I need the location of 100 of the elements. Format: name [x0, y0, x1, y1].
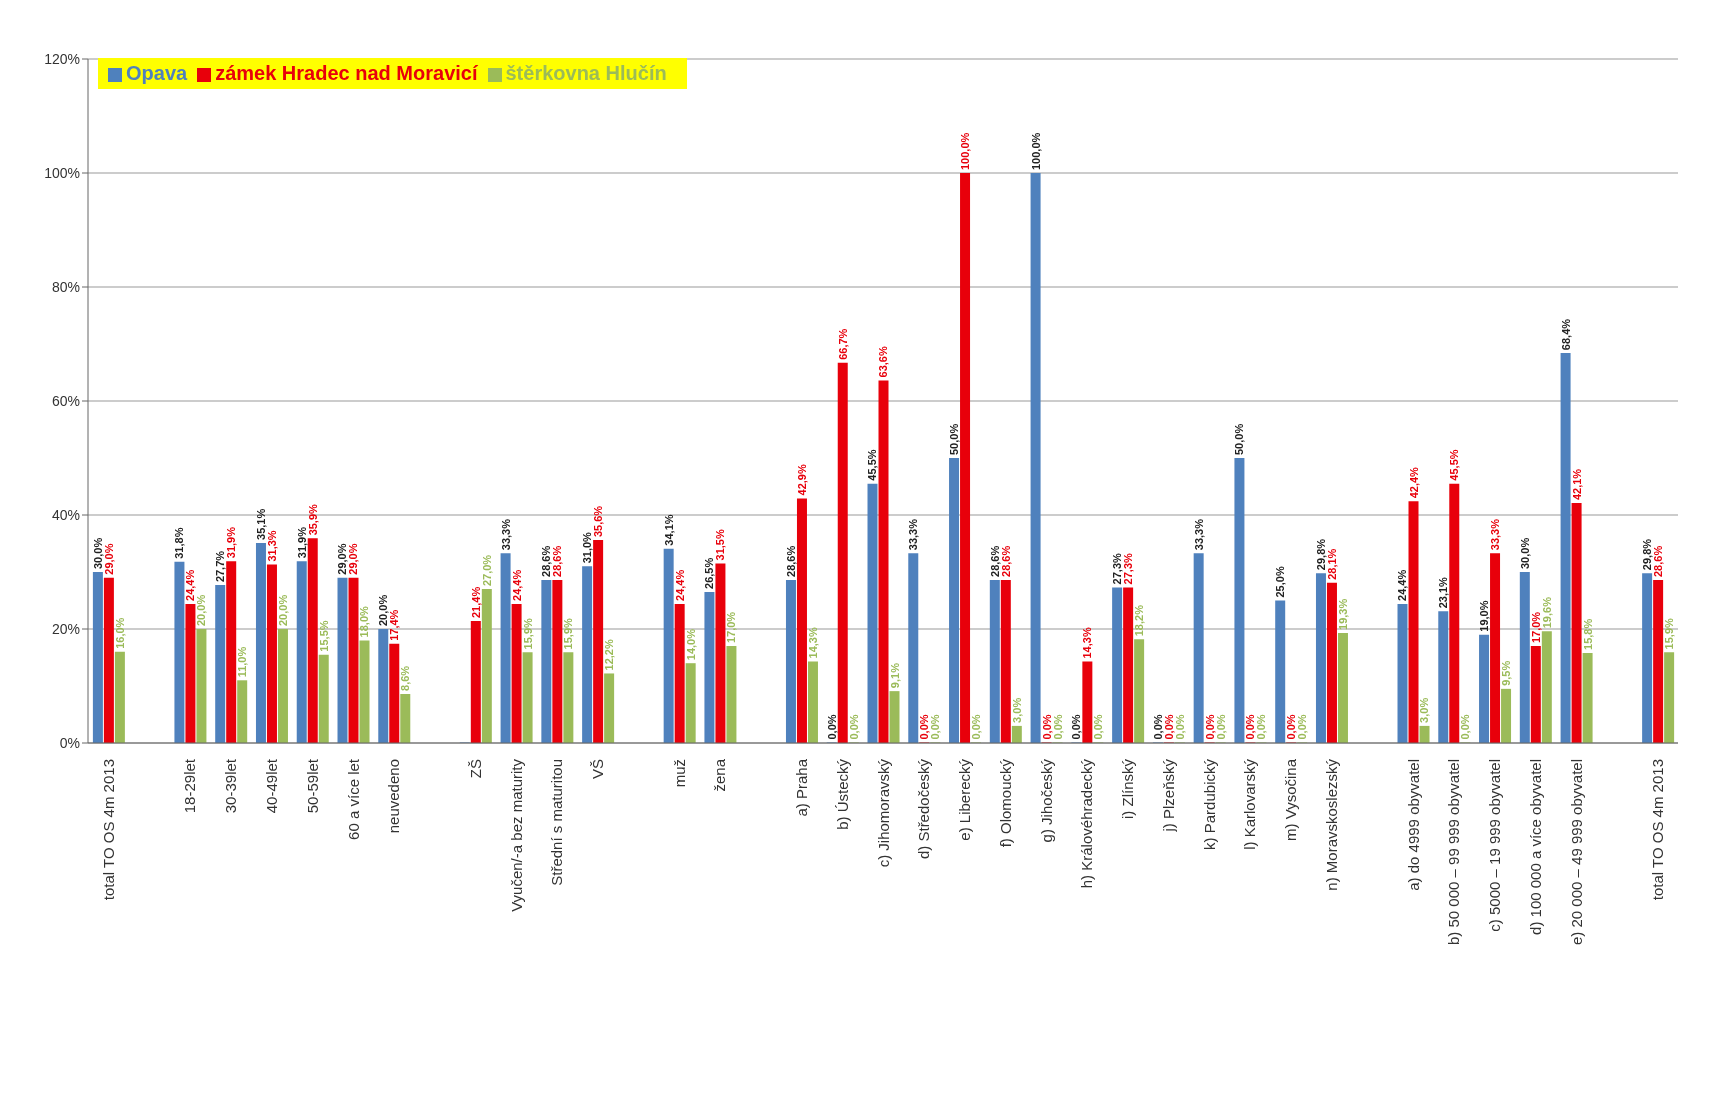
- data-label: 27,7%: [214, 550, 227, 583]
- data-label: 3,0%: [1010, 697, 1023, 723]
- data-label: 0,0%: [1203, 714, 1216, 740]
- x-tick-label: h) Královéhradecký: [1078, 758, 1096, 889]
- data-label: 0,0%: [918, 714, 931, 740]
- data-label: 29,8%: [1641, 538, 1654, 571]
- data-label: 16,0%: [113, 617, 126, 649]
- data-label: 0,0%: [1296, 714, 1309, 740]
- data-label: 31,9%: [225, 526, 238, 559]
- data-label: 50,0%: [948, 423, 961, 455]
- data-label: 31,5%: [714, 529, 727, 561]
- data-label: 19,6%: [1540, 596, 1553, 629]
- data-label: 42,9%: [795, 464, 808, 496]
- data-label: 42,4%: [1407, 466, 1420, 499]
- data-label: 24,4%: [673, 569, 686, 601]
- data-label: 14,3%: [806, 627, 819, 659]
- legend-label: zámek Hradec nad Moravicí: [215, 62, 478, 84]
- x-tick-label: d) 100 000 a více obyvatel: [1526, 759, 1544, 935]
- data-label: 42,1%: [1570, 468, 1583, 501]
- y-tick-label: 100%: [44, 164, 80, 181]
- data-label: 0,0%: [1244, 714, 1257, 740]
- data-label: 35,1%: [254, 508, 267, 540]
- x-tick-label: l) Karlovarský: [1241, 758, 1259, 850]
- data-label: 8,6%: [399, 665, 412, 691]
- data-label: 33,3%: [1489, 518, 1502, 551]
- x-tick-label: g) Jihočeský: [1037, 758, 1055, 843]
- data-label: 0,0%: [1151, 714, 1164, 740]
- data-label: 34,1%: [662, 514, 675, 546]
- data-label: 0,0%: [847, 714, 860, 740]
- data-label: 35,9%: [306, 503, 319, 536]
- y-tick-label: 80%: [51, 278, 80, 295]
- data-label: 25,0%: [1274, 566, 1287, 598]
- data-label: 20,0%: [195, 594, 208, 626]
- x-tick-label: d) Středočeský: [915, 758, 933, 860]
- x-tick-label: 60 a více let: [344, 758, 362, 840]
- data-label: 24,4%: [510, 569, 523, 601]
- data-label: 28,6%: [551, 545, 564, 577]
- data-label: 18,0%: [358, 605, 371, 638]
- data-label: 14,3%: [1081, 627, 1094, 659]
- data-label: 19,0%: [1478, 600, 1491, 632]
- x-tick-label: žena: [711, 758, 729, 792]
- data-label: 31,0%: [581, 531, 594, 564]
- data-label: 27,0%: [480, 554, 493, 587]
- data-label: 17,0%: [725, 611, 738, 644]
- data-label: 18,2%: [1133, 604, 1146, 637]
- data-label: 0,0%: [1092, 714, 1105, 740]
- data-label: 30,0%: [1518, 537, 1531, 569]
- x-tick-label: c) 5000 – 19 999 obyvatel: [1486, 759, 1504, 932]
- data-label: 24,4%: [1396, 569, 1409, 601]
- data-label: 0,0%: [1285, 714, 1298, 740]
- x-tick-label: total TO OS 4m 2013: [99, 759, 117, 901]
- data-label: 63,6%: [877, 346, 890, 378]
- data-label: 29,0%: [336, 543, 349, 575]
- x-tick-label: neuvedeno: [385, 759, 403, 834]
- data-label: 0,0%: [1162, 714, 1175, 740]
- data-label: 9,5%: [1500, 660, 1513, 686]
- data-label: 29,8%: [1314, 538, 1327, 571]
- x-tick-label: total TO OS 4m 2013: [1649, 759, 1667, 901]
- data-label: 23,1%: [1437, 576, 1450, 609]
- x-tick-label: 30-39let: [222, 758, 240, 814]
- data-label: 0,0%: [1040, 714, 1053, 740]
- data-label: 31,9%: [295, 526, 308, 559]
- x-tick-label: Vyučen/-a bez maturity: [507, 758, 525, 912]
- x-tick-label: muž: [670, 759, 688, 788]
- data-label: 31,3%: [265, 530, 278, 562]
- x-tick-label: b) 50 000 – 99 999 obyvatel: [1445, 759, 1463, 945]
- data-label: 20,0%: [276, 594, 289, 626]
- data-label: 0,0%: [1459, 714, 1472, 740]
- data-label: 14,0%: [684, 628, 697, 661]
- data-label: 15,8%: [1581, 618, 1594, 650]
- x-tick-label: e) 20 000 – 49 999 obyvatel: [1567, 759, 1585, 945]
- data-label: 0,0%: [1070, 714, 1083, 740]
- data-label: 11,0%: [236, 646, 249, 678]
- data-label: 28,6%: [988, 545, 1001, 577]
- y-tick-label: 0%: [59, 734, 80, 751]
- data-label: 12,2%: [603, 639, 616, 671]
- data-label: 29,0%: [347, 543, 360, 575]
- data-label: 30,0%: [91, 537, 104, 569]
- x-tick-label: c) Jihomoravský: [874, 758, 892, 868]
- x-tick-label: e) Liberecký: [956, 758, 974, 841]
- data-label: 24,4%: [184, 569, 197, 601]
- data-label: 33,3%: [907, 518, 920, 551]
- data-label: 0,0%: [1255, 714, 1268, 740]
- x-tick-label: a) Praha: [792, 758, 810, 817]
- x-tick-label: 40-49let: [262, 758, 280, 814]
- data-label: 33,3%: [499, 518, 512, 551]
- y-tick-label: 120%: [44, 50, 80, 67]
- data-label: 31,8%: [173, 527, 186, 559]
- x-tick-label: 18-29let: [181, 758, 199, 814]
- x-tick-label: ZŠ: [466, 759, 484, 779]
- data-label: 17,4%: [388, 609, 401, 641]
- data-label: 66,7%: [836, 328, 849, 360]
- data-label: 15,9%: [1663, 617, 1676, 650]
- data-label: 100,0%: [959, 132, 972, 170]
- data-label: 15,9%: [562, 617, 575, 650]
- x-tick-label: b) Ústecký: [833, 758, 851, 830]
- y-tick-label: 20%: [51, 620, 80, 637]
- data-label: 19,3%: [1336, 598, 1349, 630]
- legend-label: štěrkovna Hlučín: [505, 62, 667, 84]
- data-label: 3,0%: [1418, 697, 1431, 723]
